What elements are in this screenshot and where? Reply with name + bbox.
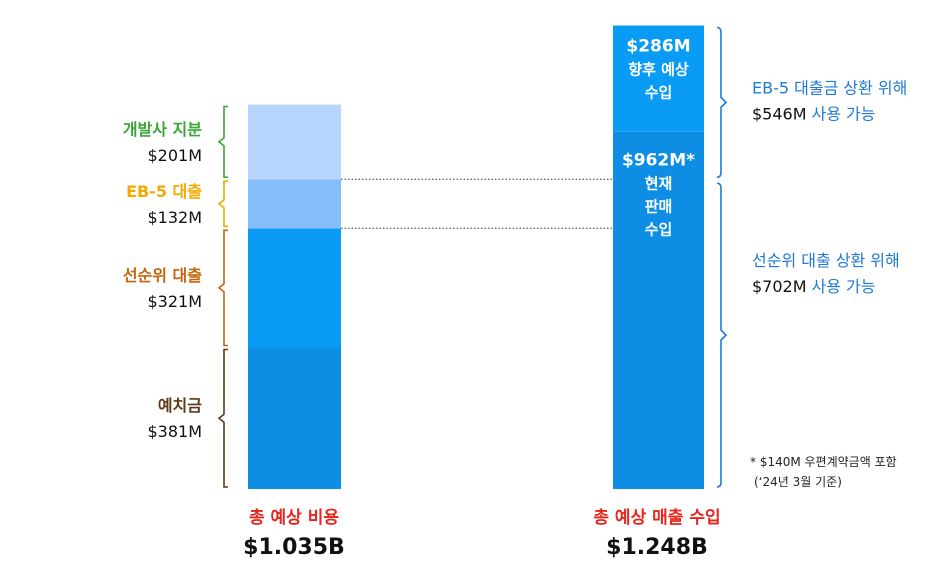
cost-segment-labels: 예치금 $381M 선순위 대출 $321M EB-5 대출 $132M 개발사 지분 $20… bbox=[123, 120, 202, 441]
cost-segment-bar bbox=[248, 347, 341, 489]
cost-segment-bar bbox=[248, 228, 341, 348]
footnote-line-1: * $140M 우편계약금액 포함 bbox=[750, 454, 897, 469]
cost-segment-name: EB-5 대출 bbox=[126, 182, 202, 201]
cost-segment-value: $201M bbox=[147, 146, 202, 165]
annotation-title: EB-5 대출금 상환 위해 bbox=[752, 78, 907, 97]
annotation-amount-line: $702M 사용 가능 bbox=[752, 277, 876, 296]
revenue-segment-bar bbox=[613, 131, 704, 489]
revenue-braces bbox=[716, 26, 728, 488]
cost-brace bbox=[217, 229, 228, 347]
cost-segment-name: 선순위 대출 bbox=[123, 266, 202, 285]
revenue-brace bbox=[716, 26, 728, 179]
cost-segment-name: 예치금 bbox=[158, 396, 202, 415]
revenue-segment-label: 현재 bbox=[645, 175, 673, 193]
revenue-total-label: 총 예상 매출 수입 bbox=[593, 508, 720, 528]
revenue-segment-label: 수입 bbox=[645, 83, 673, 101]
revenue-segment-label: $286M bbox=[626, 36, 690, 56]
cost-segment-bar bbox=[248, 179, 341, 229]
annotation-suffix: 사용 가능 bbox=[812, 104, 876, 123]
cost-segment-bar bbox=[248, 104, 341, 180]
revenue-total-value: $1.248B bbox=[606, 535, 708, 560]
cost-segment-value: $381M bbox=[147, 422, 202, 441]
cost-total-label: 총 예상 비용 bbox=[249, 508, 339, 528]
revenue-brace bbox=[716, 182, 728, 488]
revenue-stacked-bar bbox=[613, 25, 704, 489]
cost-segment-value: $132M bbox=[147, 208, 202, 227]
cost-total-value: $1.035B bbox=[243, 535, 345, 560]
cost-segment-value: $321M bbox=[147, 292, 202, 311]
annotation-title: 선순위 대출 상환 위해 bbox=[752, 251, 900, 270]
cost-brace bbox=[217, 348, 228, 488]
revenue-segment-label: 수입 bbox=[645, 221, 673, 239]
revenue-segment-bar bbox=[613, 25, 704, 132]
annotation-amount-line: $546M 사용 가능 bbox=[752, 104, 876, 123]
revenue-segment-label: 향후 예상 bbox=[628, 60, 689, 78]
annotation-amount: $546M bbox=[752, 104, 807, 123]
revenue-segment-label: 판매 bbox=[645, 198, 673, 216]
cost-segment-name: 개발사 지분 bbox=[123, 120, 202, 139]
cost-stacked-bar bbox=[248, 104, 341, 489]
annotation-suffix: 사용 가능 bbox=[812, 277, 876, 296]
footnote-line-2: (‘24년 3월 기준) bbox=[754, 475, 842, 489]
annotation-amount: $702M bbox=[752, 277, 807, 296]
cost-braces bbox=[217, 105, 228, 488]
cost-brace bbox=[217, 180, 228, 228]
revenue-segment-label: $962M* bbox=[622, 151, 695, 171]
cost-brace bbox=[217, 105, 228, 179]
dotted-guide-lines bbox=[341, 178, 613, 229]
